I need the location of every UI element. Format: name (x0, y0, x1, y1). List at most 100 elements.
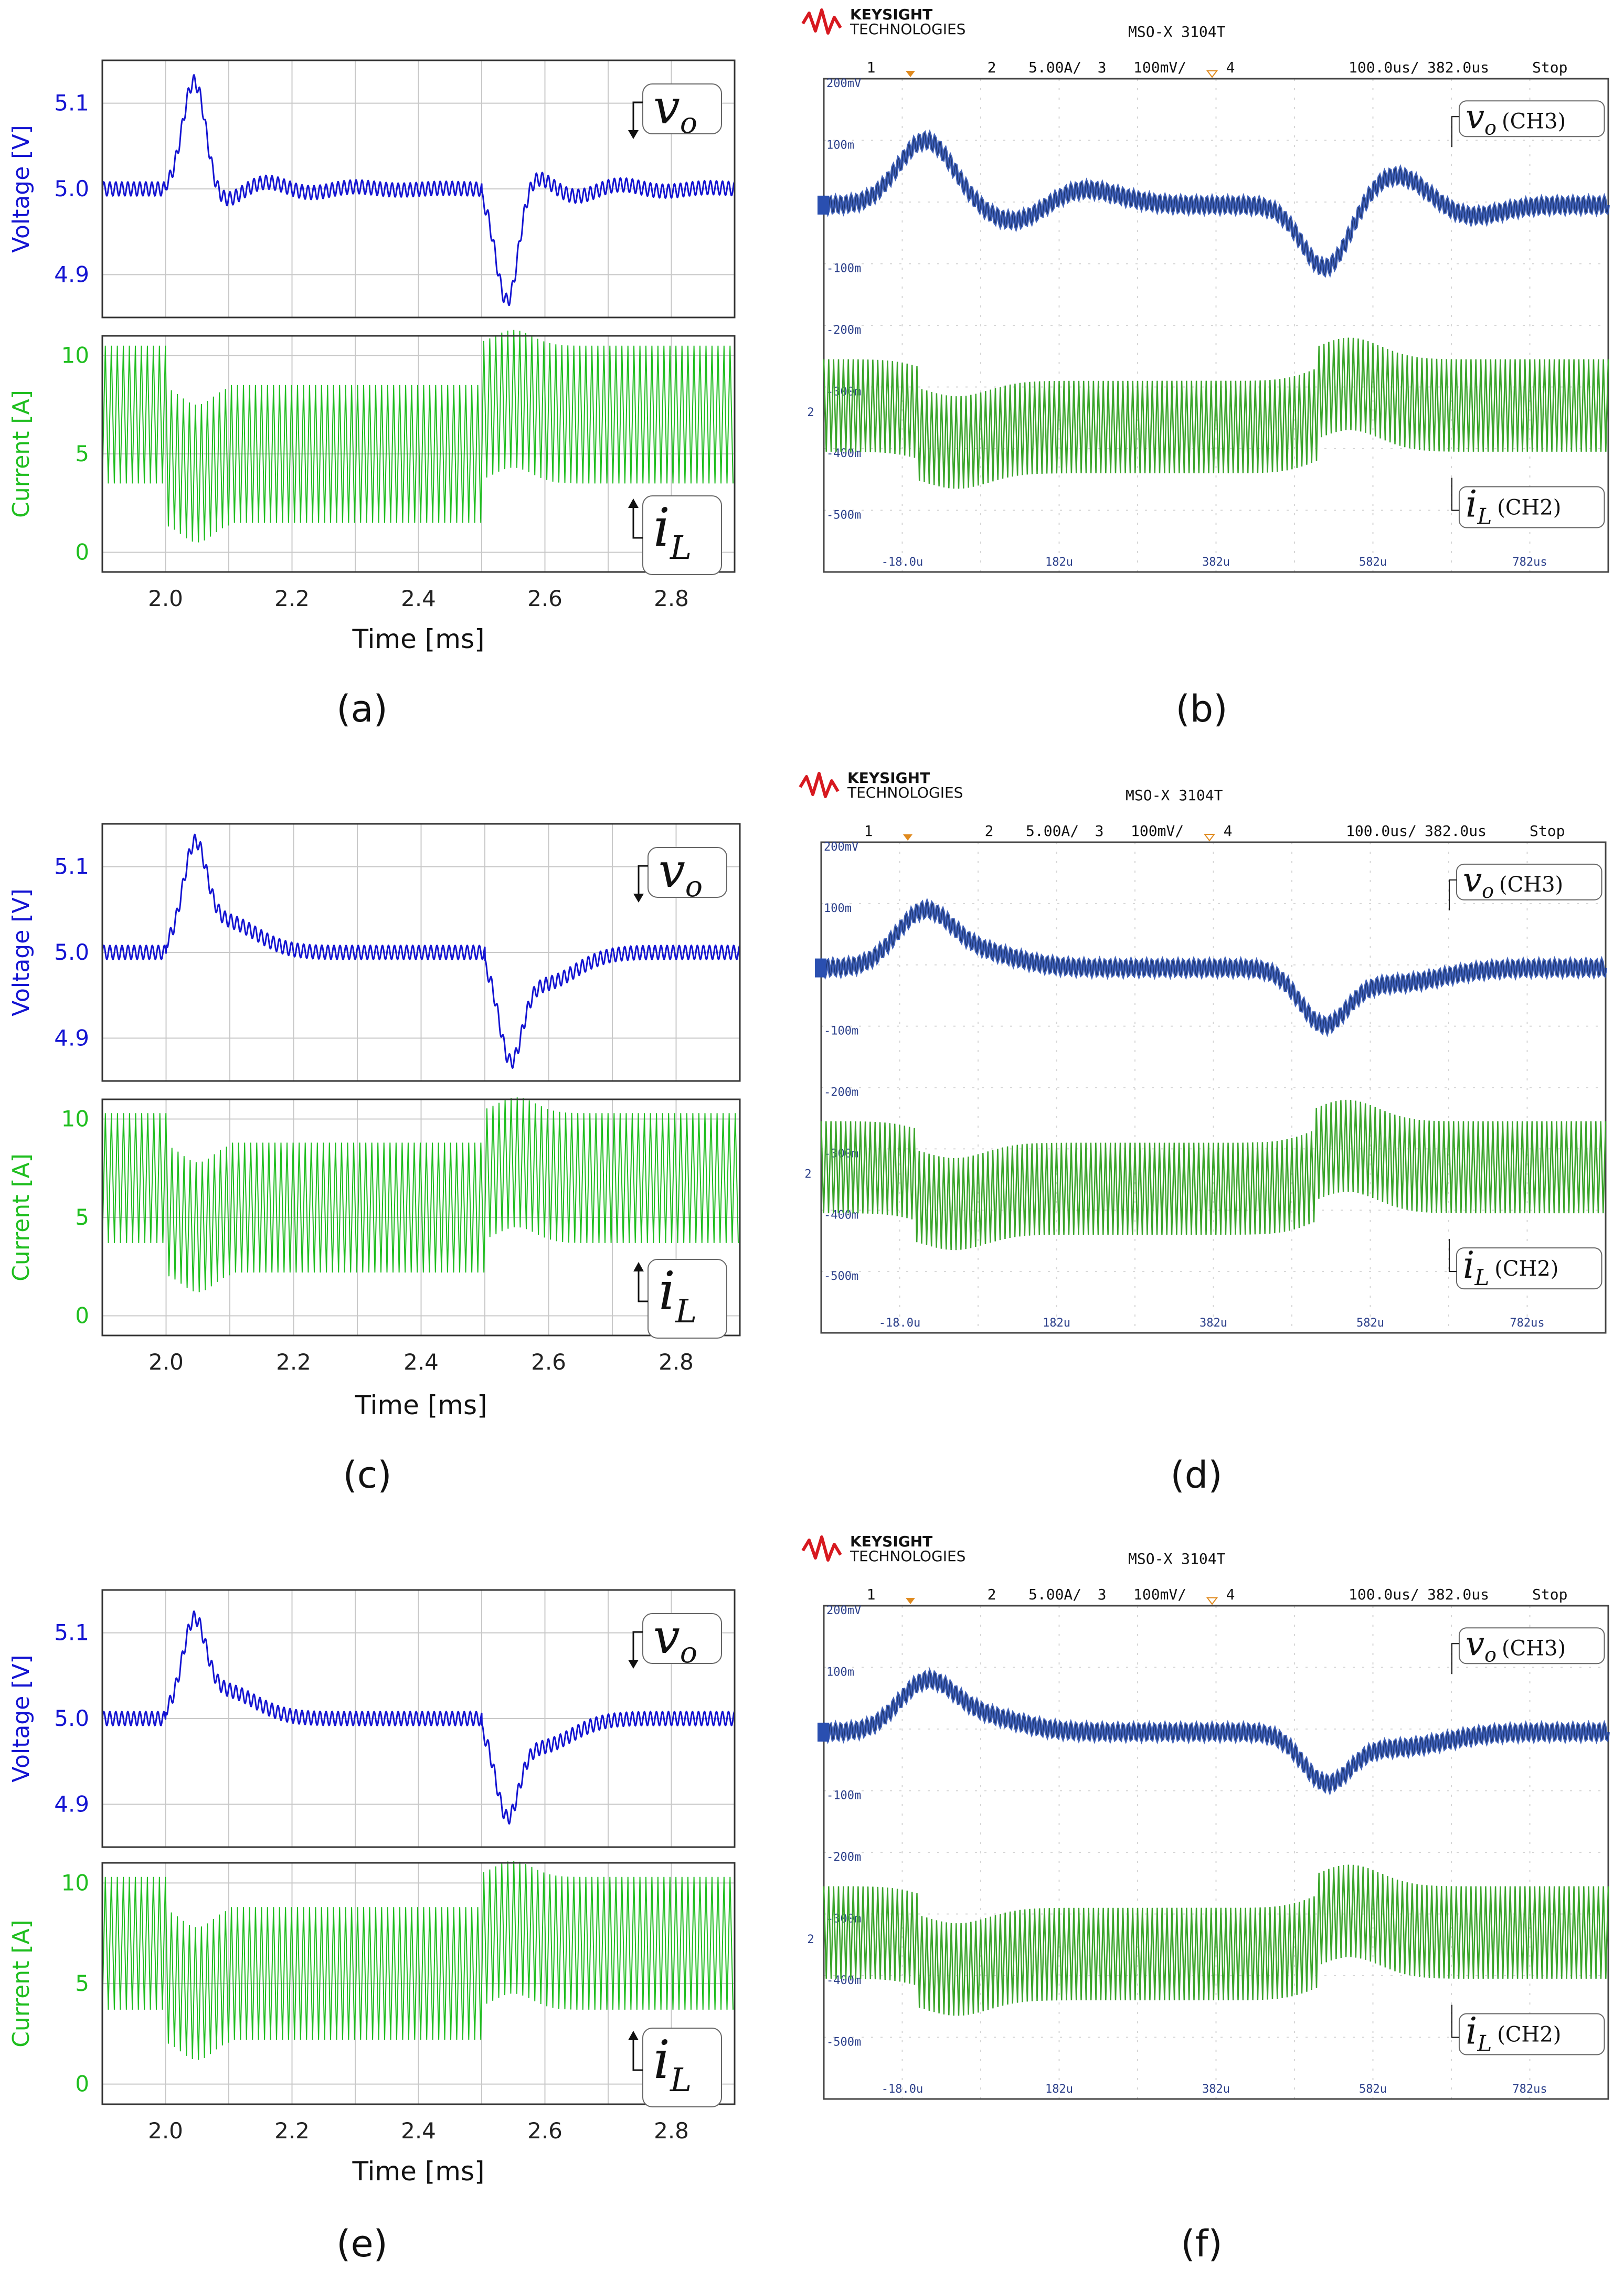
current-axes-frame (101, 1862, 736, 2105)
vo-pointer (632, 1631, 643, 1663)
scope-y-tick-label: 100m (826, 139, 854, 152)
scope-vo-pointer (1448, 879, 1457, 910)
scope-screen-frame (823, 1605, 1609, 2100)
scope-x-tick-label: -18.0u (882, 2083, 923, 2096)
run-state: Stop (1530, 822, 1565, 840)
current-trace (102, 1861, 734, 2060)
vo-annotation-box (648, 847, 727, 898)
il-annotation-box (648, 1259, 727, 1339)
x-tick-label: 2.4 (401, 2118, 436, 2144)
current-tick-label: 0 (75, 1303, 89, 1329)
panel-caption: (b) (1175, 687, 1227, 730)
ch2-scale: 5.00A/ (1028, 1586, 1081, 1603)
ch3-scale: 100mV/ (1133, 59, 1186, 76)
scope-screen-frame (823, 78, 1609, 573)
current-tick-label: 5 (75, 1204, 89, 1230)
scope-voltage-trace-core (821, 901, 1606, 1034)
keysight-logo-icon (799, 772, 840, 798)
ch3-scale: 100mV/ (1131, 822, 1184, 840)
x-tick-label: 2.6 (527, 2118, 562, 2144)
delay-value: 382.0us (1427, 59, 1489, 76)
ch4-indicator: 4 (1226, 59, 1235, 76)
x-tick-label: 2.8 (659, 1349, 694, 1375)
voltage-trace (101, 833, 740, 1069)
scope-y-tick-label: -200m (824, 1086, 858, 1099)
scope-x-tick-label: 582u (1356, 1317, 1384, 1330)
scope-x-tick-label: 182u (1045, 2083, 1073, 2096)
voltage-axes-frame (101, 823, 741, 1082)
ch3-ground-marker (818, 195, 829, 215)
delay-marker-icon (1204, 834, 1215, 842)
ch2-ground-marker: 2 (807, 406, 814, 419)
brand-name: KEYSIGHT (850, 1533, 932, 1550)
scope-x-tick-label: -18.0u (882, 556, 923, 569)
scope-x-tick-label: 782us (1510, 1317, 1544, 1330)
scope-y-tick-label: 200mV (824, 841, 858, 854)
vo-annotation-box (642, 83, 722, 134)
ch2-indicator: 2 (985, 822, 994, 840)
timebase-value: 100.0us/ (1349, 1586, 1419, 1603)
scope-x-tick-label: 582u (1359, 556, 1387, 569)
x-tick-label: 2.6 (527, 586, 562, 611)
delay-value: 382.0us (1425, 822, 1487, 840)
il-pointer-arrow (633, 1262, 644, 1271)
voltage-tick-label: 4.9 (54, 1025, 89, 1051)
vo-pointer-arrow (628, 1660, 639, 1669)
panel-c: 4.9 5.0 5.1 0 5 10 Voltage [V] Current [A] 2.0 2.… (8, 823, 741, 1497)
scope-x-tick-label: 782us (1512, 556, 1547, 569)
delay-marker-icon (1206, 70, 1218, 78)
x-tick-label: 2.4 (401, 586, 436, 611)
scope-vo-annotation-box (1458, 100, 1605, 137)
x-tick-label: 2.6 (531, 1349, 566, 1375)
x-tick-label: 2.2 (276, 1349, 311, 1375)
timebase-value: 100.0us/ (1349, 59, 1419, 76)
scope-x-tick-label: 782us (1512, 2083, 1547, 2096)
x-axis-label: Time [ms] (352, 624, 484, 654)
scope-il-annotation-box (1456, 1247, 1602, 1290)
brand-subtitle: TECHNOLOGIES (850, 20, 965, 38)
current-axis-label: Current [A] (8, 1920, 35, 2048)
panel-caption: (e) (336, 2222, 388, 2265)
panel-caption: (a) (336, 687, 388, 730)
scope-y-tick-label: -100m (826, 1789, 861, 1803)
vo-pointer-arrow (628, 130, 639, 139)
current-tick-label: 10 (61, 1106, 89, 1132)
vo-annotation-box (642, 1613, 722, 1664)
scope-vo-pointer (1451, 116, 1459, 147)
scope-model: MSO-X 3104T (1128, 1550, 1226, 1567)
scope-screen-frame (820, 841, 1607, 1334)
ch3-ground-marker (815, 958, 826, 978)
ch2-scale: 5.00A/ (1026, 822, 1079, 840)
voltage-axis-label: Voltage [V] (8, 888, 35, 1016)
voltage-tick-label: 4.9 (54, 1791, 89, 1817)
il-annotation-box (642, 495, 722, 575)
keysight-logo-icon (801, 1535, 842, 1562)
delay-marker-icon (1206, 1597, 1218, 1605)
current-tick-label: 5 (75, 1970, 89, 1996)
scope-y-tick-label: 100m (826, 1666, 854, 1679)
scope-x-tick-label: 382u (1202, 556, 1230, 569)
scope-vo-annotation-box (1458, 1627, 1605, 1664)
x-tick-label: 2.8 (654, 586, 689, 611)
scope-y-tick-label: -100m (826, 262, 861, 275)
scope-x-tick-label: 582u (1359, 2083, 1387, 2096)
voltage-tick-label: 5.0 (54, 939, 89, 965)
current-trace (102, 1097, 739, 1292)
scope-voltage-trace-core (823, 132, 1609, 275)
trigger-marker-icon (906, 1598, 915, 1604)
scope-il-pointer (1451, 2005, 1459, 2038)
run-state: Stop (1532, 59, 1567, 76)
timebase-value: 100.0us/ (1346, 822, 1417, 840)
ch3-scale: 100mV/ (1133, 1586, 1186, 1603)
voltage-tick-label: 5.1 (54, 90, 89, 116)
voltage-tick-label: 4.9 (54, 261, 89, 287)
ch2-ground-marker: 2 (807, 1933, 814, 1946)
brand-subtitle: TECHNOLOGIES (850, 1547, 965, 1565)
scope-current-trace (823, 1864, 1609, 2016)
il-pointer (632, 2036, 643, 2071)
scope-vo-annotation-box (1456, 863, 1602, 900)
current-axes-frame (101, 335, 736, 573)
